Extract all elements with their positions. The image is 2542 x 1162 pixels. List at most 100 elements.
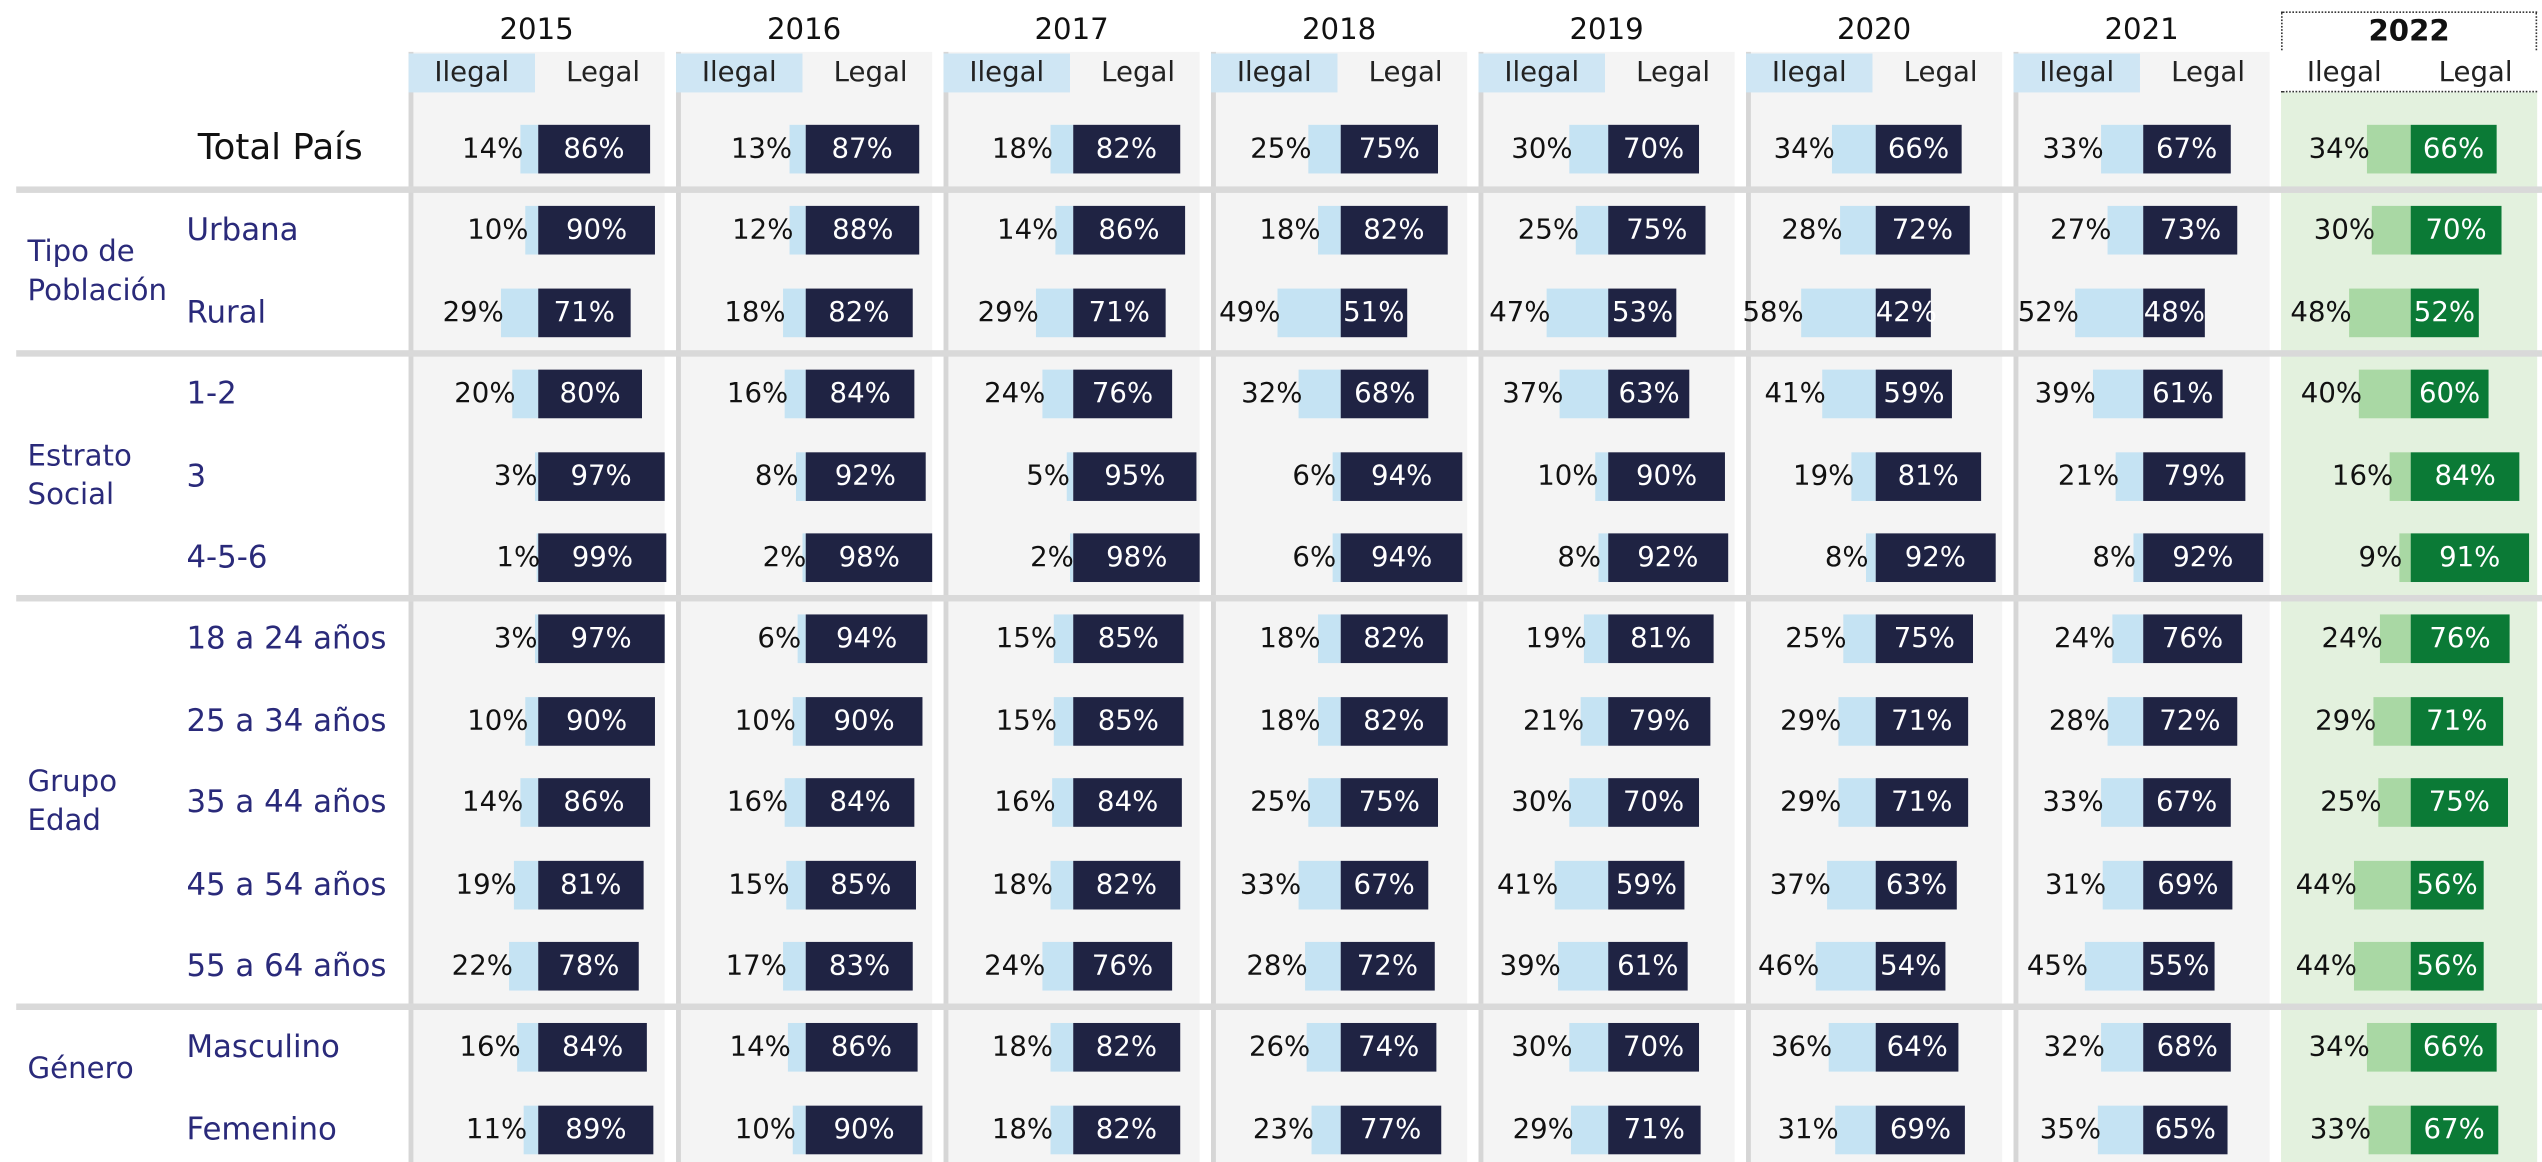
ilegal-header: Ilegal: [409, 53, 535, 92]
legal-value-label: 77%: [1341, 1113, 1441, 1145]
year-label: 2022: [2281, 11, 2537, 50]
ilegal-header: Ilegal: [1211, 53, 1337, 92]
ilegal-bar: [1547, 288, 1608, 337]
ilegal-bar: [1800, 288, 1875, 337]
legal-value-label: 86%: [538, 787, 650, 819]
legal-value-label: 69%: [1876, 1113, 1965, 1145]
row-label: 25 a 34 años: [186, 700, 386, 742]
row-label: 45 a 54 años: [186, 863, 386, 905]
ilegal-bar: [1555, 860, 1608, 909]
ilegal-value-label: 25%: [1214, 787, 1311, 819]
legal-value-label: 67%: [1341, 868, 1428, 900]
legal-value-label: 66%: [2411, 1032, 2497, 1064]
legal-value-label: 76%: [1073, 950, 1172, 982]
ilegal-value-label: 24%: [948, 950, 1045, 982]
legal-value-label: 54%: [1876, 950, 1946, 982]
legal-value-label: 73%: [2143, 215, 2238, 247]
ilegal-value-label: 14%: [426, 133, 523, 165]
ilegal-value-label: 25%: [1749, 623, 1846, 655]
ilegal-value-label: 46%: [1722, 950, 1819, 982]
ilegal-bar: [1560, 370, 1608, 419]
legal-value-label: 81%: [1608, 623, 1713, 655]
ilegal-value-label: 34%: [1738, 133, 1835, 165]
row-label: 3: [186, 455, 206, 497]
ilegal-value-label: 28%: [2013, 705, 2110, 737]
legal-value-label: 80%: [538, 378, 642, 410]
ilegal-value-label: 28%: [1210, 950, 1307, 982]
ilegal-value-label: 52%: [1982, 296, 2079, 328]
ilegal-bar: [1571, 1105, 1609, 1154]
ilegal-value-label: 12%: [696, 215, 793, 247]
ilegal-bar: [1307, 1024, 1341, 1073]
ilegal-value-label: 23%: [1217, 1113, 1314, 1145]
ilegal-value-label: 21%: [2022, 460, 2119, 492]
ilegal-bar: [510, 942, 539, 991]
ilegal-bar: [2107, 697, 2143, 746]
legal-value-label: 70%: [1608, 787, 1699, 819]
row-label: 18 a 24 años: [186, 618, 386, 660]
ilegal-bar: [1828, 860, 1876, 909]
ilegal-value-label: 10%: [699, 705, 796, 737]
legal-value-label: 92%: [1608, 541, 1727, 573]
legal-header: Legal: [1879, 53, 2002, 92]
ilegal-header: Ilegal: [1746, 53, 1872, 92]
group-separator: [16, 187, 2542, 193]
year-label: 2021: [2014, 11, 2270, 50]
ilegal-bar: [1308, 125, 1340, 174]
row-label: Rural: [186, 291, 266, 333]
legal-value-label: 82%: [1341, 623, 1447, 655]
legal-value-label: 95%: [1073, 460, 1196, 492]
legal-value-label: 66%: [1876, 133, 1962, 165]
ilegal-value-label: 5%: [973, 460, 1070, 492]
ilegal-bar: [1050, 1105, 1073, 1154]
ilegal-bar: [2368, 1105, 2411, 1154]
legal-value-label: 86%: [538, 133, 650, 165]
year-label: 2018: [1211, 11, 1467, 50]
ilegal-value-label: 29%: [1744, 787, 1841, 819]
ilegal-bar: [512, 370, 538, 419]
group-label: Género: [28, 1050, 171, 1089]
legal-value-label: 82%: [806, 296, 912, 328]
ilegal-bar: [2076, 288, 2143, 337]
legal-value-label: 69%: [2143, 868, 2232, 900]
ilegal-value-label: 15%: [960, 705, 1057, 737]
ilegal-bar: [1569, 125, 1608, 174]
legal-value-label: 97%: [538, 460, 664, 492]
row-label: 55 a 64 años: [186, 945, 386, 987]
legal-value-label: 90%: [806, 705, 923, 737]
ilegal-value-label: 14%: [961, 215, 1058, 247]
legal-value-label: 60%: [2411, 378, 2489, 410]
legal-value-label: 72%: [1341, 950, 1434, 982]
ilegal-value-label: 39%: [1999, 378, 2096, 410]
ilegal-value-label: 31%: [2009, 868, 2106, 900]
legal-value-label: 59%: [1876, 378, 1953, 410]
ilegal-bar: [1036, 288, 1074, 337]
legal-value-label: 56%: [2411, 950, 2484, 982]
chart: 2015IlegalLegal2016IlegalLegal2017Ilegal…: [0, 0, 2542, 1153]
ilegal-value-label: 1%: [443, 541, 540, 573]
ilegal-value-label: 18%: [688, 296, 785, 328]
ilegal-value-label: 8%: [1504, 541, 1601, 573]
ilegal-value-label: 15%: [960, 623, 1057, 655]
ilegal-value-label: 19%: [1490, 623, 1587, 655]
ilegal-bar: [2098, 1105, 2143, 1154]
group-separator: [16, 1004, 2542, 1010]
ilegal-bar: [1304, 942, 1340, 991]
ilegal-bar: [1042, 370, 1073, 419]
legal-value-label: 82%: [1073, 868, 1179, 900]
legal-value-label: 70%: [2411, 215, 2502, 247]
legal-value-label: 71%: [1608, 1113, 1700, 1145]
legal-value-label: 82%: [1073, 133, 1179, 165]
ilegal-value-label: 18%: [956, 1113, 1053, 1145]
ilegal-bar: [1823, 370, 1876, 419]
legal-value-label: 68%: [2143, 1032, 2231, 1064]
ilegal-value-label: 33%: [2274, 1113, 2371, 1145]
ilegal-value-label: 8%: [701, 460, 798, 492]
legal-value-label: 82%: [1341, 705, 1447, 737]
ilegal-value-label: 33%: [2006, 133, 2103, 165]
legal-value-label: 94%: [1341, 541, 1463, 573]
ilegal-value-label: 45%: [1991, 950, 2088, 982]
ilegal-bar: [1558, 942, 1609, 991]
ilegal-value-label: 10%: [431, 215, 528, 247]
row-label: 35 a 44 años: [186, 782, 386, 824]
